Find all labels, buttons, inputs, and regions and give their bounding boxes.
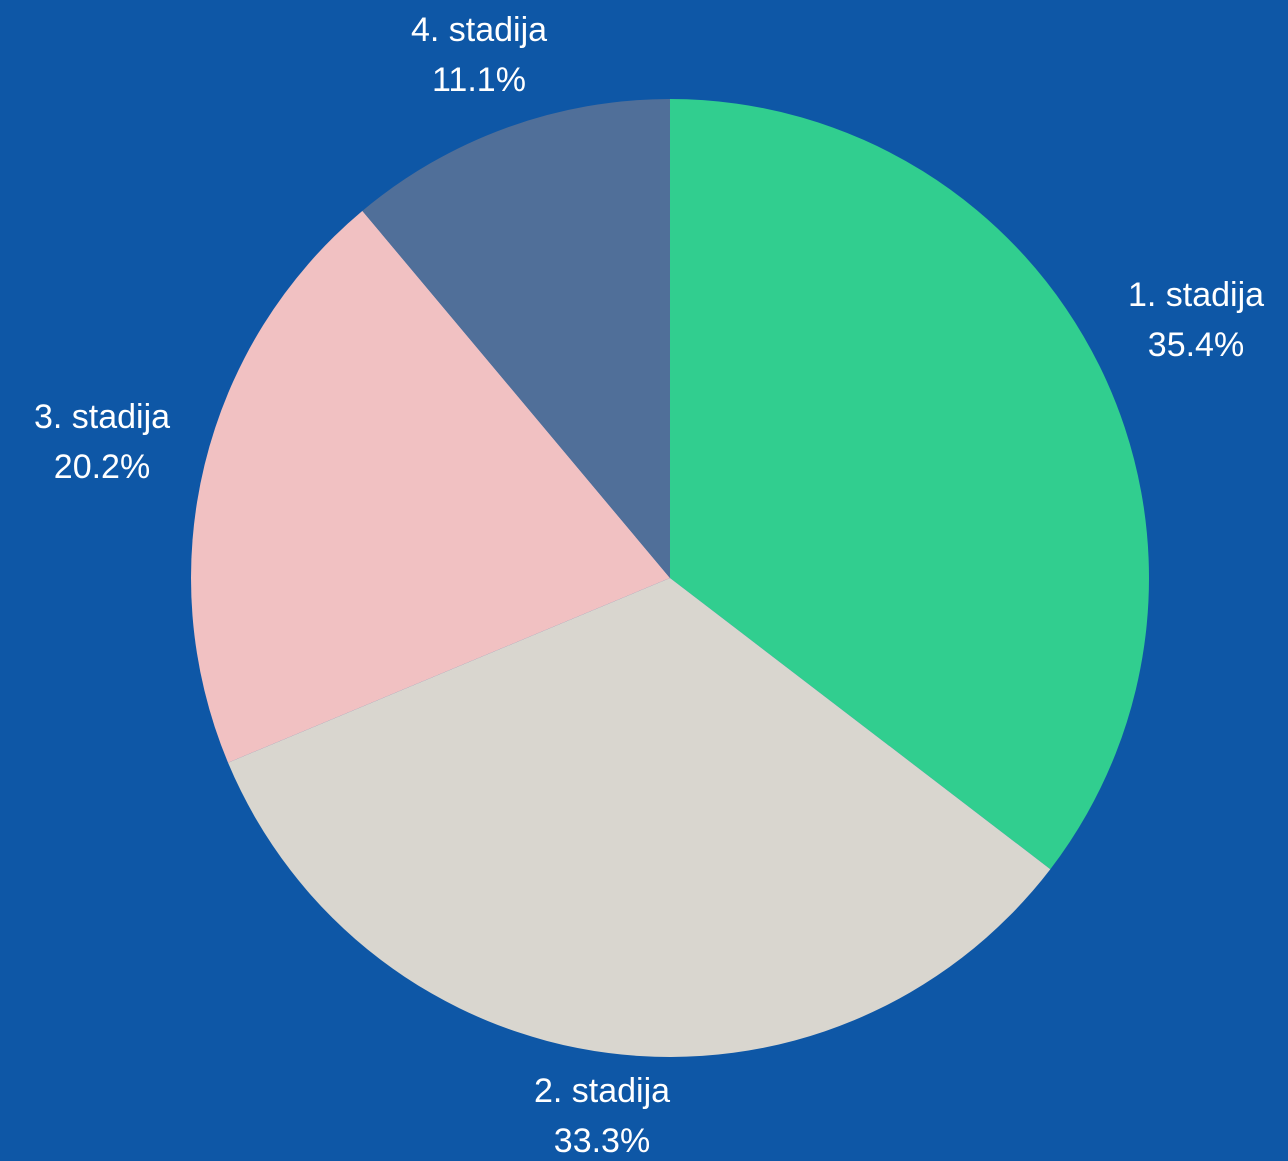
slice-value-label-3: 20.2% bbox=[54, 448, 150, 486]
pie-slice-2 bbox=[228, 578, 1051, 1057]
slice-label-4: 4. stadija bbox=[411, 11, 547, 49]
labels-layer: 1. stadija 35.4% 2. stadija 33.3% 3. stadija… bbox=[34, 11, 1264, 1160]
slice-value-label-4: 11.1% bbox=[432, 61, 526, 99]
slice-label-2: 2. stadija bbox=[534, 1072, 670, 1110]
pie-slice-3 bbox=[191, 210, 670, 763]
slice-value-label-2: 33.3% bbox=[554, 1122, 650, 1160]
slices-layer bbox=[191, 99, 1149, 1057]
pie-slice-4 bbox=[362, 99, 670, 578]
pie-slice-1 bbox=[670, 99, 1149, 870]
slice-label-1: 1. stadija bbox=[1128, 276, 1264, 314]
slice-value-label-1: 35.4% bbox=[1148, 326, 1244, 364]
slice-label-3: 3. stadija bbox=[34, 398, 170, 436]
